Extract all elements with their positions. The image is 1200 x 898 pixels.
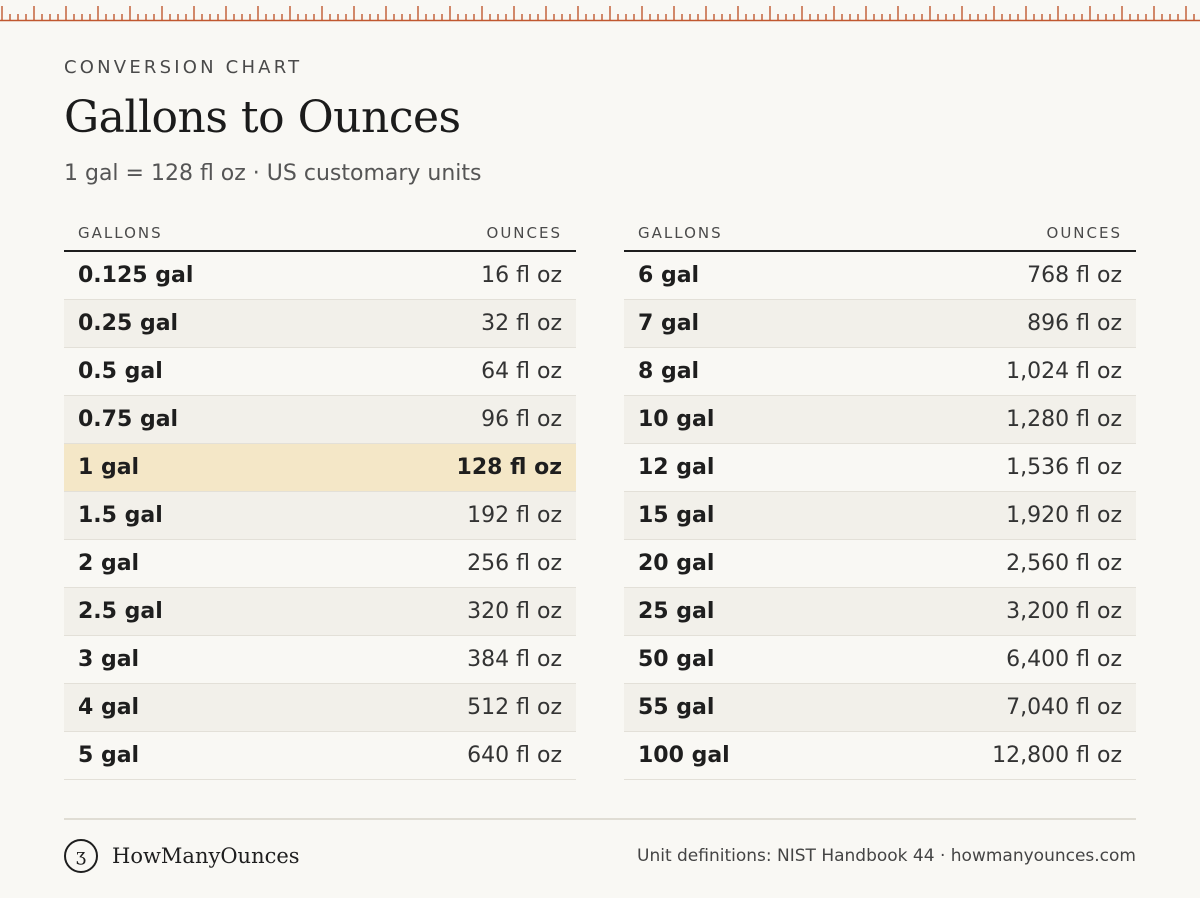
gallons-cell: 1.5 gal: [78, 503, 163, 528]
table-body: 0.125 gal 16 fl oz 0.25 gal 32 fl oz 0.5 gal…: [64, 252, 576, 780]
gallons-cell: 25 gal: [638, 599, 715, 624]
ounces-cell: 128 fl oz: [456, 455, 562, 480]
table-body: 6 gal 768 fl oz 7 gal 896 fl oz 8 gal 1,024 f…: [624, 252, 1136, 780]
gallons-cell: 4 gal: [78, 695, 140, 720]
table-row: 2 gal 256 fl oz: [64, 540, 576, 588]
table-row: 0.75 gal 96 fl oz: [64, 396, 576, 444]
column-header-gallons: GALLONS: [78, 224, 163, 242]
ounces-cell: 1,536 fl oz: [1006, 455, 1122, 480]
ounces-cell: 12,800 fl oz: [992, 743, 1122, 768]
gallons-cell: 0.75 gal: [78, 407, 179, 432]
gallons-cell: 8 gal: [638, 359, 700, 384]
ounces-cell: 1,920 fl oz: [1006, 503, 1122, 528]
gallons-cell: 20 gal: [638, 551, 715, 576]
ounces-cell: 16 fl oz: [481, 263, 562, 288]
table-row: 15 gal 1,920 fl oz: [624, 492, 1136, 540]
gallons-cell: 3 gal: [78, 647, 140, 672]
table-row: 20 gal 2,560 fl oz: [624, 540, 1136, 588]
table-row: 5 gal 640 fl oz: [64, 732, 576, 780]
gallons-cell: 2.5 gal: [78, 599, 163, 624]
table-row: 0.25 gal 32 fl oz: [64, 300, 576, 348]
gallons-cell: 5 gal: [78, 743, 140, 768]
gallons-cell: 12 gal: [638, 455, 715, 480]
ounces-cell: 3,200 fl oz: [1006, 599, 1122, 624]
gallons-cell: 50 gal: [638, 647, 715, 672]
ounces-cell: 6,400 fl oz: [1006, 647, 1122, 672]
table-row: 6 gal 768 fl oz: [624, 252, 1136, 300]
gallons-cell: 100 gal: [638, 743, 730, 768]
ounces-cell: 2,560 fl oz: [1006, 551, 1122, 576]
table-row: 10 gal 1,280 fl oz: [624, 396, 1136, 444]
table-row: 1.5 gal 192 fl oz: [64, 492, 576, 540]
ruler-decoration: [0, 6, 1200, 22]
column-header-ounces: OUNCES: [486, 224, 562, 242]
ounces-cell: 640 fl oz: [467, 743, 562, 768]
table-row: 7 gal 896 fl oz: [624, 300, 1136, 348]
ounces-cell: 1,280 fl oz: [1006, 407, 1122, 432]
page-title: Gallons to Ounces: [64, 92, 461, 143]
brand: ʒ HowManyOunces: [64, 838, 300, 874]
table-row: 50 gal 6,400 fl oz: [624, 636, 1136, 684]
conversion-table-left: GALLONS OUNCES 0.125 gal 16 fl oz 0.25 gal…: [64, 216, 576, 780]
table-row: 25 gal 3,200 fl oz: [624, 588, 1136, 636]
ounces-cell: 320 fl oz: [467, 599, 562, 624]
gallons-cell: 55 gal: [638, 695, 715, 720]
table-row: 100 gal 12,800 fl oz: [624, 732, 1136, 780]
ounces-cell: 384 fl oz: [467, 647, 562, 672]
ounces-cell: 32 fl oz: [481, 311, 562, 336]
table-row: 4 gal 512 fl oz: [64, 684, 576, 732]
page-subtitle: 1 gal = 128 fl oz · US customary units: [64, 161, 482, 186]
ounces-cell: 1,024 fl oz: [1006, 359, 1122, 384]
table-row: 0.5 gal 64 fl oz: [64, 348, 576, 396]
source-note: Unit definitions: NIST Handbook 44 · how…: [637, 846, 1136, 866]
ounces-cell: 7,040 fl oz: [1006, 695, 1122, 720]
column-header-gallons: GALLONS: [638, 224, 723, 242]
ounces-cell: 64 fl oz: [481, 359, 562, 384]
gallons-cell: 0.5 gal: [78, 359, 163, 384]
table-row: 0.125 gal 16 fl oz: [64, 252, 576, 300]
table-header: GALLONS OUNCES: [64, 216, 576, 252]
ounces-cell: 768 fl oz: [1027, 263, 1122, 288]
table-row: 2.5 gal 320 fl oz: [64, 588, 576, 636]
conversion-table-right: GALLONS OUNCES 6 gal 768 fl oz 7 gal 896 fl…: [624, 216, 1136, 780]
logo-icon: ʒ: [64, 839, 98, 873]
footer-divider: [64, 818, 1136, 820]
column-header-ounces: OUNCES: [1046, 224, 1122, 242]
table-row: 55 gal 7,040 fl oz: [624, 684, 1136, 732]
ounces-cell: 256 fl oz: [467, 551, 562, 576]
ounces-cell: 192 fl oz: [467, 503, 562, 528]
eyebrow-label: CONVERSION CHART: [64, 57, 303, 78]
gallons-cell: 0.125 gal: [78, 263, 194, 288]
ounces-cell: 512 fl oz: [467, 695, 562, 720]
table-row-highlighted: 1 gal 128 fl oz: [64, 444, 576, 492]
ounces-cell: 96 fl oz: [481, 407, 562, 432]
table-row: 8 gal 1,024 fl oz: [624, 348, 1136, 396]
gallons-cell: 6 gal: [638, 263, 700, 288]
gallons-cell: 0.25 gal: [78, 311, 179, 336]
ounces-cell: 896 fl oz: [1027, 311, 1122, 336]
table-row: 12 gal 1,536 fl oz: [624, 444, 1136, 492]
brand-name: HowManyOunces: [112, 844, 300, 868]
gallons-cell: 10 gal: [638, 407, 715, 432]
gallons-cell: 1 gal: [78, 455, 140, 480]
table-header: GALLONS OUNCES: [624, 216, 1136, 252]
gallons-cell: 2 gal: [78, 551, 140, 576]
gallons-cell: 7 gal: [638, 311, 700, 336]
gallons-cell: 15 gal: [638, 503, 715, 528]
table-row: 3 gal 384 fl oz: [64, 636, 576, 684]
